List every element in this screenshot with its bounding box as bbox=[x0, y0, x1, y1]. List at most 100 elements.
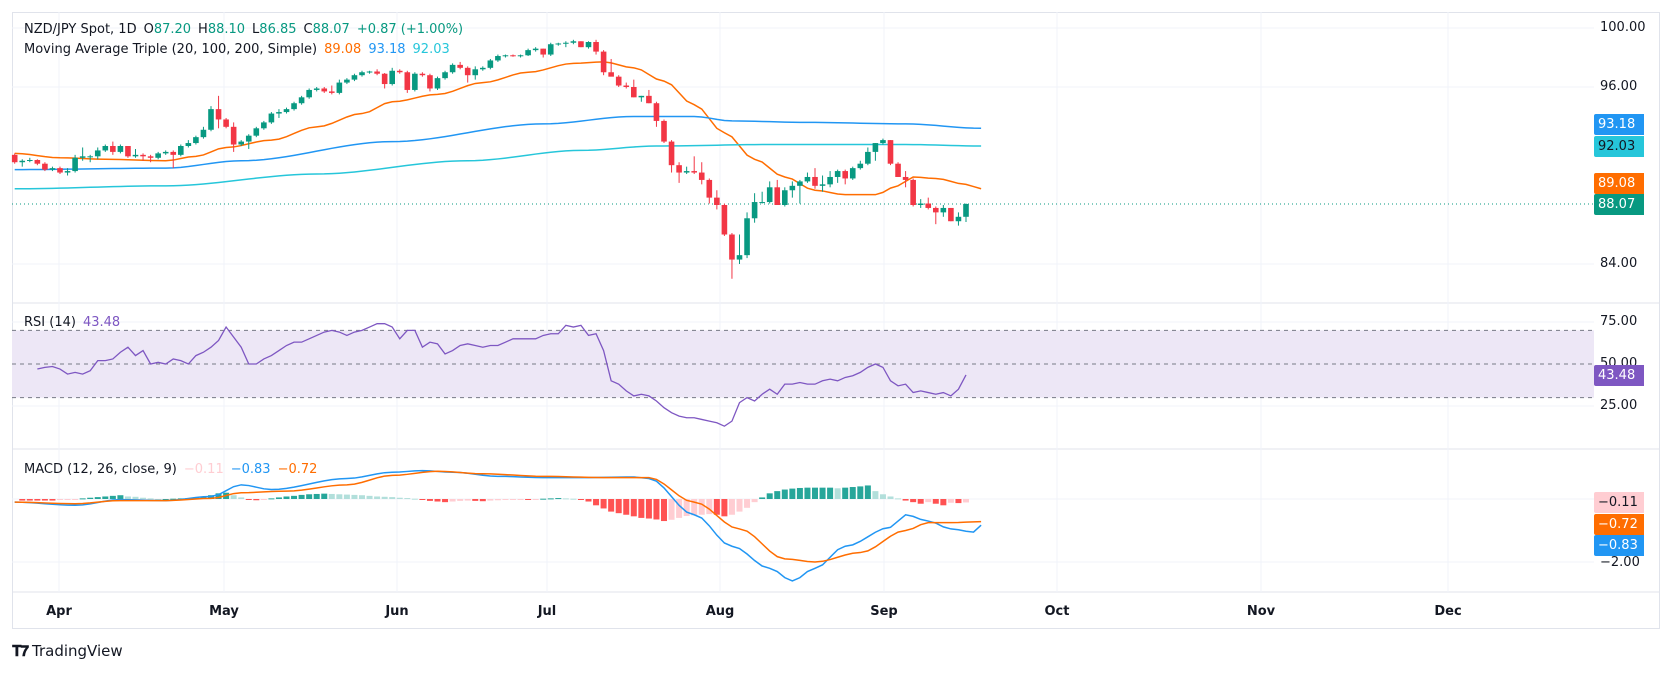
macd-histogram-bar bbox=[789, 488, 796, 499]
macd-histogram-bar bbox=[57, 499, 63, 500]
candle-body bbox=[283, 109, 290, 113]
candle-body bbox=[162, 151, 169, 154]
candle bbox=[902, 171, 909, 188]
candle-body bbox=[842, 171, 848, 179]
macd-histogram-bar bbox=[510, 499, 516, 500]
symbol-title: NZD/JPY Spot, 1D bbox=[24, 22, 137, 37]
candle-body bbox=[668, 141, 675, 166]
candle bbox=[517, 54, 524, 58]
macd-histogram-bar bbox=[774, 491, 781, 499]
candle bbox=[404, 70, 411, 93]
candle-body bbox=[940, 207, 947, 213]
candle-body bbox=[638, 95, 645, 98]
candle bbox=[668, 140, 675, 173]
macd-histogram-bar bbox=[562, 498, 569, 500]
macd-histogram-bar bbox=[600, 499, 607, 509]
candle bbox=[359, 70, 365, 77]
candle bbox=[125, 146, 131, 158]
candle bbox=[502, 54, 509, 58]
macd-histogram-bar bbox=[842, 487, 849, 499]
candle-body bbox=[366, 71, 373, 73]
candle-body bbox=[714, 197, 720, 205]
candle bbox=[193, 135, 199, 145]
macd-histogram-bar bbox=[374, 496, 381, 499]
candle bbox=[676, 162, 682, 183]
candle-body bbox=[404, 72, 411, 90]
candle bbox=[638, 95, 645, 102]
ma-title: Moving Average Triple (20, 100, 200, Sim… bbox=[24, 42, 318, 57]
tradingview-logo[interactable]: 𝐓𝟕 TradingView bbox=[12, 642, 123, 660]
time-label-dec: Dec bbox=[1434, 604, 1462, 619]
candle-body bbox=[79, 156, 86, 158]
macd-histogram-bar bbox=[268, 498, 275, 500]
candle-body bbox=[442, 72, 448, 79]
macd-histogram-bar bbox=[955, 499, 962, 504]
macd-histogram-bar bbox=[79, 498, 86, 500]
macd-histogram-bar bbox=[26, 499, 33, 501]
candle bbox=[344, 78, 350, 85]
candle-body bbox=[661, 120, 667, 142]
candle bbox=[381, 72, 388, 89]
candle bbox=[57, 166, 63, 175]
rsi-value: 43.48 bbox=[82, 315, 121, 330]
candle-body bbox=[910, 179, 916, 205]
candle bbox=[721, 203, 728, 236]
candle-body bbox=[676, 165, 682, 173]
candle-body bbox=[381, 73, 388, 85]
macd-histogram-bar bbox=[766, 493, 773, 499]
candle-body bbox=[812, 176, 818, 186]
candle-body bbox=[344, 79, 350, 83]
candle bbox=[200, 126, 207, 139]
macd-histogram-bar bbox=[215, 493, 222, 499]
candle-body bbox=[857, 163, 864, 169]
macd-histogram-bar bbox=[72, 499, 79, 500]
candle-body bbox=[578, 41, 584, 48]
macd-histogram-bar bbox=[109, 495, 116, 499]
candle-body bbox=[736, 255, 743, 260]
candle-body bbox=[427, 75, 433, 89]
macd-histogram-bar bbox=[132, 496, 139, 499]
chart-frame bbox=[12, 12, 1660, 629]
candle bbox=[547, 42, 554, 57]
time-label-apr: Apr bbox=[46, 604, 72, 619]
candle-body bbox=[480, 67, 486, 70]
macd-histogram-bar bbox=[540, 498, 547, 500]
macd-histogram-bar bbox=[472, 499, 479, 501]
macd-histogram-bar bbox=[902, 499, 909, 501]
candle bbox=[578, 41, 584, 48]
candle bbox=[132, 148, 139, 158]
candle bbox=[427, 73, 433, 92]
candle bbox=[321, 87, 328, 93]
macd-histogram-bar bbox=[230, 495, 237, 499]
macd-histogram-bar bbox=[781, 489, 788, 499]
candle bbox=[449, 63, 456, 74]
candle-body bbox=[872, 143, 879, 152]
candle bbox=[925, 197, 932, 210]
candle-body bbox=[600, 51, 607, 73]
candle bbox=[933, 206, 939, 225]
candle bbox=[268, 112, 275, 124]
candle-body bbox=[683, 171, 690, 173]
candle-body bbox=[570, 41, 577, 43]
candle bbox=[812, 168, 818, 189]
candle bbox=[774, 179, 781, 205]
candle bbox=[766, 181, 773, 204]
candle bbox=[87, 154, 93, 163]
candle-body bbox=[64, 171, 71, 173]
candle-body bbox=[434, 78, 441, 89]
macd-histogram-bar bbox=[291, 495, 298, 499]
macd-histogram-bar bbox=[328, 493, 335, 499]
candle-body bbox=[827, 176, 833, 185]
macd-histogram-bar bbox=[117, 495, 124, 499]
candle bbox=[525, 48, 531, 57]
rsi-tick: 75.00 bbox=[1600, 314, 1638, 329]
candle bbox=[955, 212, 962, 226]
candle-body bbox=[72, 157, 78, 172]
ma-legend: Moving Average Triple (20, 100, 200, Sim… bbox=[24, 42, 457, 57]
candle-body bbox=[933, 207, 939, 213]
candle-body bbox=[34, 160, 41, 164]
rsi-title: RSI (14) bbox=[24, 315, 76, 330]
candle bbox=[72, 154, 78, 173]
candle-body bbox=[782, 190, 788, 205]
